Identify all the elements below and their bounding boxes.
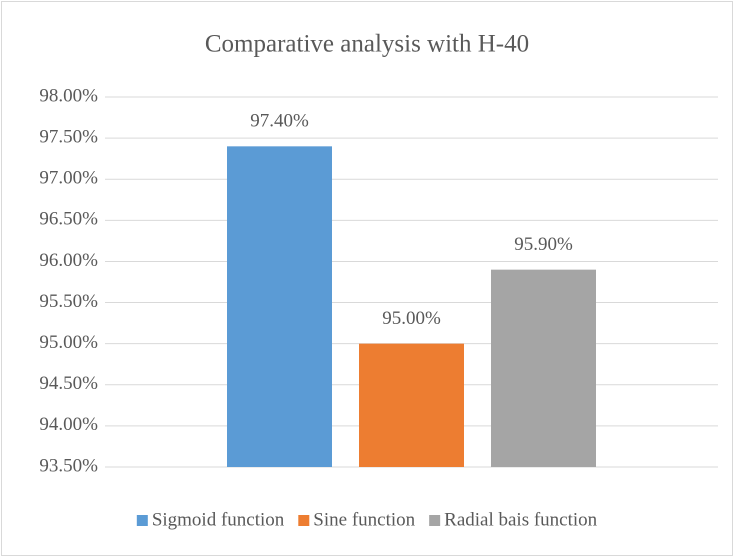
- legend-swatch: [429, 515, 441, 526]
- chart-title: Comparative analysis with H-40: [205, 31, 529, 58]
- y-tick-label: 97.50%: [39, 126, 98, 147]
- y-tick-label: 95.00%: [39, 332, 98, 353]
- y-tick-label: 94.00%: [39, 414, 98, 435]
- legend-swatch: [136, 515, 148, 526]
- bar: [227, 146, 332, 468]
- data-label: 95.90%: [514, 234, 573, 255]
- y-tick-label: 94.50%: [39, 373, 98, 394]
- bar: [491, 269, 596, 467]
- legend-label: Sigmoid function: [152, 509, 285, 530]
- y-tick-label: 95.50%: [39, 291, 98, 312]
- legend-label: Sine function: [313, 509, 415, 530]
- y-tick-label: 98.00%: [39, 85, 98, 106]
- y-tick-label: 96.00%: [39, 250, 98, 271]
- y-tick-label: 97.00%: [39, 168, 98, 189]
- bar: [359, 343, 464, 467]
- data-label: 97.40%: [250, 111, 309, 132]
- legend-label: Radial bais function: [444, 509, 598, 530]
- y-tick-label: 93.50%: [39, 455, 98, 476]
- legend-swatch: [298, 515, 310, 526]
- data-label: 95.00%: [382, 308, 441, 329]
- y-tick-label: 96.50%: [39, 209, 98, 230]
